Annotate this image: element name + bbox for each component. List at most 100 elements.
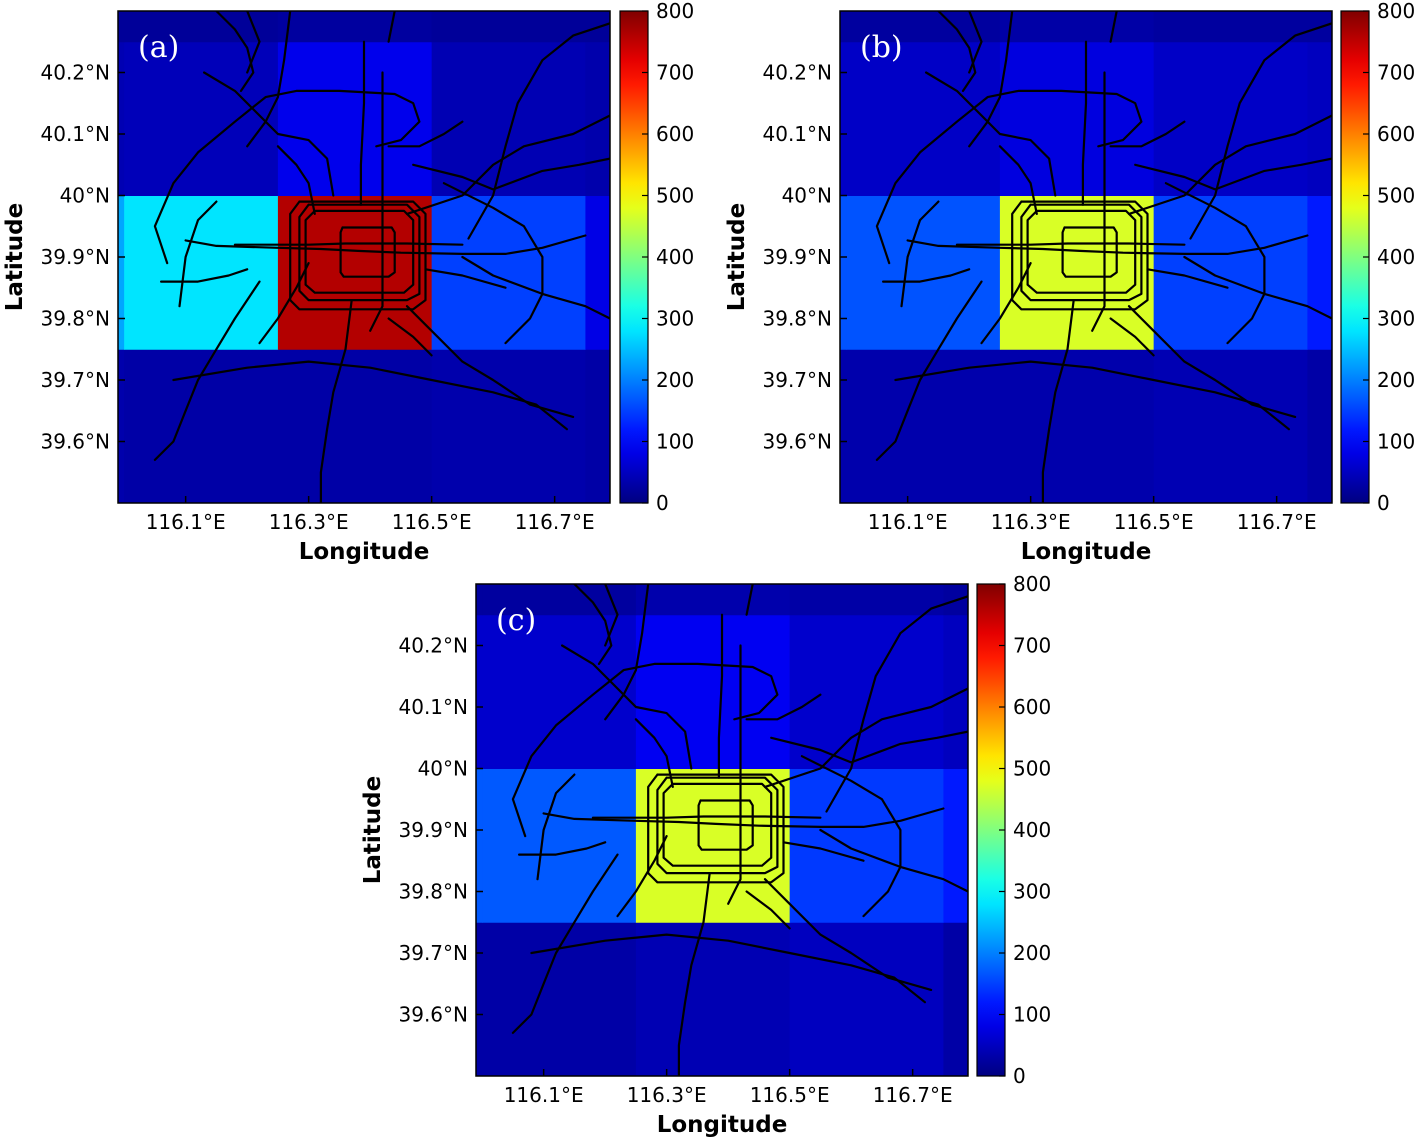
colorbar-tick-label: 400 xyxy=(1013,818,1051,842)
metro-line xyxy=(894,360,1290,431)
heatmap-cell xyxy=(277,41,433,196)
heatmap-cell xyxy=(277,349,433,503)
metro-line xyxy=(184,234,587,255)
x-tick-label: 116.1°E xyxy=(146,510,226,534)
colorbar-tick-label: 0 xyxy=(1377,491,1390,515)
metro-line xyxy=(604,584,619,647)
colorbar: 0 100 200 300 400 500 600 700 800 xyxy=(1340,0,1415,515)
metro-line xyxy=(246,11,292,148)
heatmap-cell xyxy=(118,195,125,350)
heatmap-cell xyxy=(999,195,1155,350)
y-tick-label: 39.8°N xyxy=(399,880,469,904)
heatmap-cell xyxy=(840,349,847,503)
y-tick-label: 39.6°N xyxy=(763,430,833,454)
heatmap-cell xyxy=(585,41,610,196)
heatmap-cell xyxy=(476,614,483,769)
heatmap-cell xyxy=(431,41,586,196)
metro-line xyxy=(424,268,507,289)
colorbar-tick-label: 100 xyxy=(1377,430,1415,454)
heatmap-cell xyxy=(1153,11,1308,43)
metro-line xyxy=(825,595,968,813)
x-tick-label: 116.5°E xyxy=(1114,510,1194,534)
metro-line xyxy=(387,11,396,43)
metro-line xyxy=(319,299,353,503)
metro-line xyxy=(1109,317,1155,357)
heatmap-cell xyxy=(846,195,1001,350)
metro-line xyxy=(442,182,544,345)
y-tick-label: 39.9°N xyxy=(763,245,833,269)
y-tick-label: 40°N xyxy=(782,184,832,208)
metro-line xyxy=(246,11,261,74)
colorbar: 0 100 200 300 400 500 600 700 800 xyxy=(619,0,694,515)
metro-line xyxy=(233,242,464,246)
heatmap-cell xyxy=(482,768,637,923)
y-tick-label: 39.8°N xyxy=(763,307,833,331)
colorbar-tick-label: 400 xyxy=(656,245,694,269)
metro-line xyxy=(937,11,977,92)
metro-line xyxy=(1061,226,1118,278)
heatmap-cell xyxy=(431,349,586,503)
y-tick-label: 40.1°N xyxy=(763,122,833,146)
heatmap-cell xyxy=(277,11,433,43)
x-tick-label: 116.3°E xyxy=(627,1083,707,1107)
metro-line xyxy=(1081,40,1088,206)
colorbar-tick-label: 300 xyxy=(656,307,694,331)
x-tick-label: 116.3°E xyxy=(991,510,1071,534)
metro-line xyxy=(359,40,366,206)
y-axis-title: Latitude xyxy=(360,776,386,885)
y-tick-label: 40°N xyxy=(60,184,110,208)
metro-line xyxy=(172,360,568,431)
metro-line xyxy=(511,853,619,1034)
metro-line xyxy=(800,755,902,918)
metro-line xyxy=(770,730,968,764)
colorbar-tick-label: 500 xyxy=(656,184,694,208)
metro-line xyxy=(745,584,754,616)
heatmap-cell xyxy=(118,41,125,196)
heatmap-cell xyxy=(124,195,279,350)
metro-line xyxy=(717,613,724,779)
metro-line xyxy=(875,280,983,461)
metro-line xyxy=(875,89,1143,265)
y-tick-label: 39.9°N xyxy=(399,818,469,842)
metro-line xyxy=(1134,157,1332,191)
metro-line xyxy=(542,807,945,828)
colorbar-tick-label: 500 xyxy=(1013,757,1051,781)
heatmap-cell xyxy=(943,768,968,923)
heatmap-cell xyxy=(840,195,847,350)
metro-line xyxy=(1020,203,1143,302)
heatmap-cell xyxy=(476,768,483,923)
metro-line xyxy=(258,262,310,345)
metro-line xyxy=(1011,200,1149,311)
x-axis-title: Longitude xyxy=(657,1112,788,1138)
x-tick-label: 116.1°E xyxy=(504,1083,584,1107)
heatmap-cell xyxy=(789,584,944,616)
metro-line xyxy=(215,11,255,92)
metro-line xyxy=(1109,120,1186,148)
metro-line xyxy=(387,120,464,148)
heatmap-cell xyxy=(999,11,1155,43)
heatmap-cell xyxy=(789,614,944,769)
y-tick-label: 40.2°N xyxy=(763,61,833,85)
y-tick-label: 40.1°N xyxy=(41,122,111,146)
colorbar-tick-label: 600 xyxy=(1377,122,1415,146)
heatmap-cell xyxy=(1307,349,1332,503)
heatmap-cell xyxy=(943,922,968,1076)
metro-line xyxy=(782,841,865,862)
heatmap-cell xyxy=(585,349,610,503)
colorbar-tick-label: 200 xyxy=(1377,368,1415,392)
x-tick-label: 116.7°E xyxy=(515,510,595,534)
x-axis-title: Longitude xyxy=(299,539,430,565)
heatmap-cell xyxy=(431,11,586,43)
colorbar-tick-label: 600 xyxy=(656,122,694,146)
heatmap-cell xyxy=(943,614,968,769)
panel-a: 116.1°E 116.3°E 116.5°E 116.7°E 39.6°N 39.7°N… xyxy=(2,0,694,565)
metro-lines xyxy=(153,11,610,503)
metro-line xyxy=(387,317,433,357)
heatmap-cell xyxy=(635,768,791,923)
metro-line xyxy=(369,71,384,332)
metro-line xyxy=(968,11,1014,148)
heatmap-cell xyxy=(585,195,610,350)
y-tick-label: 40°N xyxy=(418,757,468,781)
heatmap-cell xyxy=(789,922,944,1076)
